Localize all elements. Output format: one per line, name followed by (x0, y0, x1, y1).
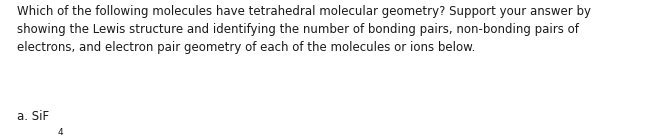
Text: a. SiF: a. SiF (17, 110, 49, 123)
Text: 4: 4 (58, 128, 63, 136)
Text: Which of the following molecules have tetrahedral molecular geometry? Support yo: Which of the following molecules have te… (17, 5, 590, 54)
